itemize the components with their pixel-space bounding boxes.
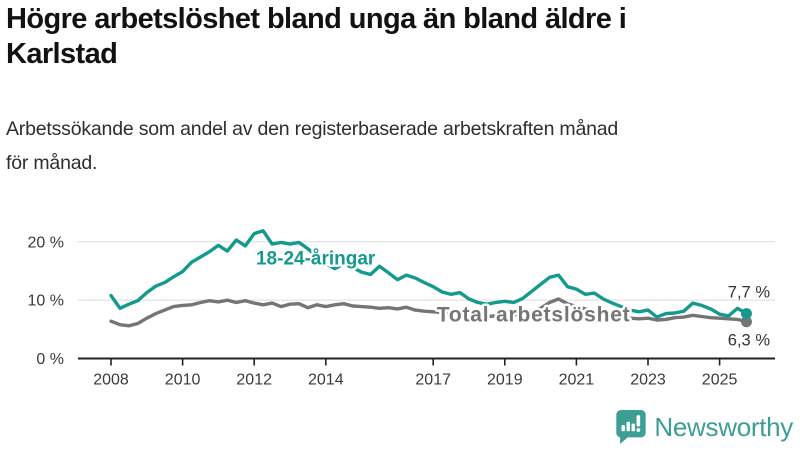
chart-subtitle-line1: Arbetssökande som andel av den registerb… — [6, 118, 619, 140]
series-end-dot-0 — [740, 308, 752, 320]
series-line-1 — [109, 297, 749, 328]
x-axis-label: 2025 — [702, 372, 738, 389]
end-value-label-1: 6,3 % — [728, 332, 771, 350]
page-title-line1: Högre arbetslöshet bland unga än bland ä… — [6, 3, 627, 35]
chart-subtitle: Arbetssökande som andel av den registerb… — [6, 113, 786, 180]
series-line-0 — [109, 229, 749, 319]
newsworthy-logo-icon — [616, 409, 647, 445]
y-axis-label: 20 % — [28, 234, 64, 251]
chart-subtitle-line2: för månad. — [6, 151, 98, 174]
x-axis-label: 2021 — [559, 372, 595, 389]
x-axis-label: 2017 — [415, 372, 451, 389]
page-title: Högre arbetslöshet bland unga än bland ä… — [6, 2, 796, 73]
page-title-line2: Karlstad — [6, 38, 118, 71]
series-label-1: Total arbetslöshet — [437, 304, 631, 327]
series-end-dot-1 — [740, 316, 752, 328]
newsworthy-logo: Newsworthy — [614, 409, 793, 445]
end-value-label-0: 7,7 % — [728, 284, 771, 302]
x-axis-label: 2012 — [236, 372, 272, 389]
y-axis-label: 0 % — [36, 351, 64, 368]
x-axis-label: 2019 — [487, 372, 523, 389]
x-axis-label: 2008 — [93, 372, 129, 389]
x-axis-label: 2023 — [630, 372, 666, 389]
newsworthy-logo-text: Newsworthy — [654, 411, 793, 442]
y-axis-label: 10 % — [28, 293, 64, 310]
series-label-0: 18-24-åringar — [256, 249, 376, 270]
x-axis-label: 2010 — [165, 372, 201, 389]
unemployment-line-chart: 0 % 10 % 20 % 2008 2010 2012 2014 2017 2019 2021 2… — [28, 229, 775, 389]
x-axis-label: 2014 — [308, 372, 344, 389]
